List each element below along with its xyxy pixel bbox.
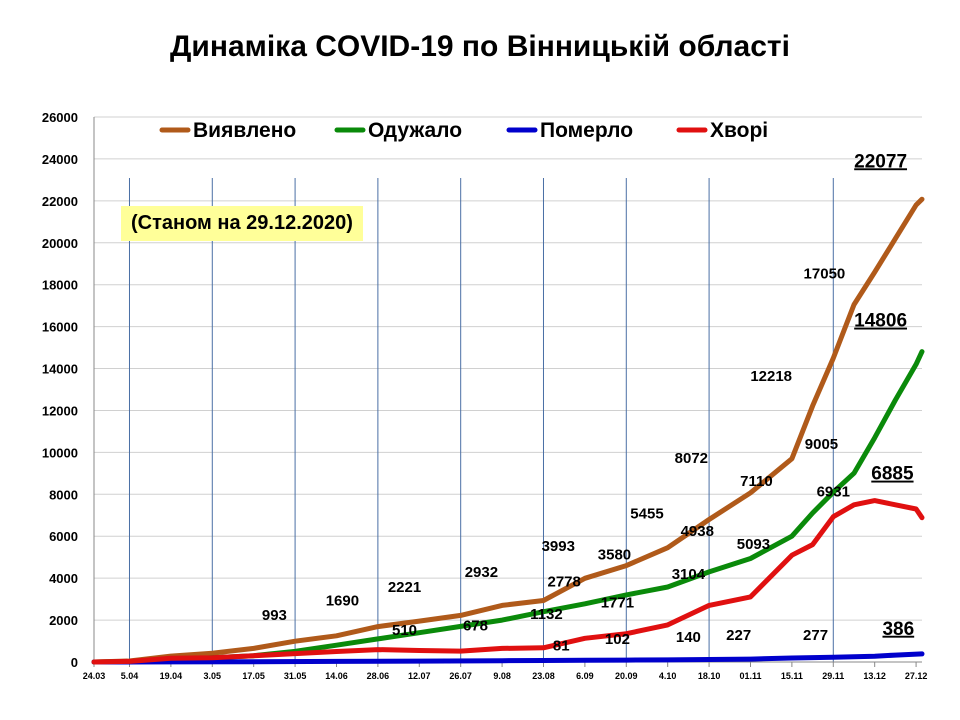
- data-label: 9005: [805, 436, 838, 453]
- x-tick-label: 20.09: [615, 671, 638, 681]
- x-tick-label: 13.12: [863, 671, 886, 681]
- x-tick-label: 5.04: [121, 671, 139, 681]
- series-line: [91, 498, 925, 665]
- data-label: 2778: [547, 574, 580, 591]
- data-label: 3993: [542, 538, 575, 555]
- data-label: 2221: [388, 579, 421, 596]
- y-tick-label: 16000: [42, 320, 78, 335]
- series-line: [91, 196, 925, 665]
- y-tick-label: 14000: [42, 362, 78, 377]
- data-label: 4938: [681, 523, 714, 540]
- legend-label: Одужало: [368, 119, 462, 142]
- data-label: 227: [726, 627, 751, 644]
- x-tick-label: 31.05: [284, 671, 307, 681]
- data-label: 277: [803, 627, 828, 644]
- x-tick-label: 12.07: [408, 671, 431, 681]
- x-tick-label: 17.05: [242, 671, 265, 681]
- x-tick-label: 23.08: [532, 671, 555, 681]
- data-label: 1771: [601, 595, 634, 612]
- data-label: 17050: [804, 265, 846, 282]
- data-label: 993: [262, 607, 287, 624]
- y-tick-label: 12000: [42, 403, 78, 418]
- x-tick-label: 28.06: [367, 671, 390, 681]
- y-tick-label: 8000: [49, 487, 78, 502]
- data-label: 510: [392, 622, 417, 639]
- data-label: 22077: [854, 151, 907, 172]
- data-label: 386: [882, 619, 914, 640]
- x-tick-label: 27.12: [905, 671, 928, 681]
- data-label: 8072: [675, 450, 708, 467]
- x-tick-label: 01.11: [739, 671, 761, 681]
- legend-label: Хворі: [710, 119, 768, 142]
- data-label: 3104: [672, 566, 706, 583]
- y-tick-label: 20000: [42, 236, 78, 251]
- y-tick-label: 4000: [49, 571, 78, 586]
- data-label: 1132: [530, 606, 563, 623]
- y-tick-label: 0: [71, 655, 78, 670]
- x-tick-label: 18.10: [698, 671, 721, 681]
- data-label: 1690: [326, 592, 359, 609]
- y-tick-label: 24000: [42, 152, 78, 167]
- data-label: 5455: [630, 505, 663, 522]
- x-tick-label: 6.09: [576, 671, 594, 681]
- data-label: 140: [676, 629, 701, 646]
- data-label: 5093: [737, 536, 770, 553]
- chart-title: Динаміка COVID-19 по Вінницькій області: [170, 30, 790, 63]
- x-tick-label: 19.04: [160, 671, 183, 681]
- x-tick-label: 15.11: [781, 671, 803, 681]
- data-label: 12218: [750, 368, 792, 385]
- data-label: 6885: [871, 464, 914, 485]
- y-tick-label: 22000: [42, 194, 78, 209]
- data-label: 81: [553, 637, 570, 654]
- data-label: 2932: [465, 564, 498, 581]
- y-tick-label: 6000: [49, 529, 78, 544]
- y-tick-label: 26000: [42, 110, 78, 125]
- data-label: 7110: [740, 473, 773, 490]
- data-label: 14806: [854, 311, 907, 332]
- legend-label: Померло: [540, 119, 633, 142]
- x-tick-label: 26.07: [449, 671, 472, 681]
- y-tick-label: 2000: [49, 613, 78, 628]
- x-tick-label: 4.10: [659, 671, 677, 681]
- data-label: 3580: [598, 546, 631, 563]
- legend-label: Виявлено: [193, 119, 296, 142]
- date-note: (Станом на 29.12.2020): [121, 206, 363, 241]
- x-tick-label: 24.03: [83, 671, 106, 681]
- x-tick-label: 3.05: [204, 671, 222, 681]
- x-tick-label: 14.06: [325, 671, 348, 681]
- y-tick-label: 10000: [42, 445, 78, 460]
- series-line: [91, 651, 925, 665]
- x-tick-label: 29.11: [822, 671, 844, 681]
- series-line: [91, 349, 925, 665]
- y-tick-label: 18000: [42, 278, 78, 293]
- data-label: 6931: [817, 483, 850, 500]
- data-label: 102: [605, 631, 630, 648]
- data-label: 678: [463, 618, 488, 635]
- x-tick-label: 9.08: [493, 671, 511, 681]
